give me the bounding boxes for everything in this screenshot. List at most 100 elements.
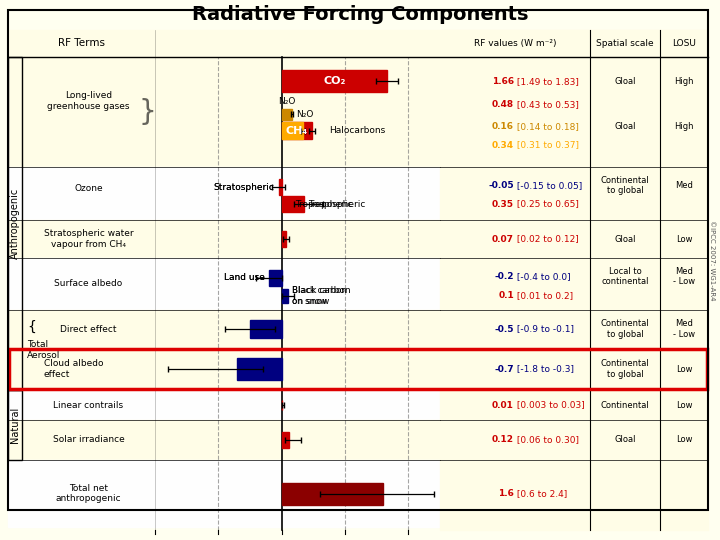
Bar xyxy=(8,220,440,258)
Text: [0.14 to 0.18]: [0.14 to 0.18] xyxy=(514,122,579,131)
Text: -0.2: -0.2 xyxy=(495,272,514,281)
Text: Black carbon
on snow: Black carbon on snow xyxy=(292,286,351,306)
Text: Low: Low xyxy=(676,401,692,409)
Text: Long-lived
greenhouse gases: Long-lived greenhouse gases xyxy=(48,91,130,111)
Bar xyxy=(282,231,286,247)
Bar xyxy=(250,320,282,338)
Text: [0.43 to 0.53]: [0.43 to 0.53] xyxy=(514,100,579,109)
Bar xyxy=(282,70,387,92)
Text: [-1.8 to -0.3]: [-1.8 to -0.3] xyxy=(514,364,574,374)
Text: 0.34: 0.34 xyxy=(492,140,514,150)
Text: Spatial scale: Spatial scale xyxy=(596,39,654,48)
Bar xyxy=(282,122,312,139)
Text: [0.003 to 0.03]: [0.003 to 0.03] xyxy=(514,401,585,409)
Bar xyxy=(8,167,440,220)
Text: Med
- Low: Med - Low xyxy=(673,267,695,286)
Bar xyxy=(8,57,440,167)
Text: 0.16: 0.16 xyxy=(492,122,514,131)
Bar xyxy=(8,30,708,57)
Text: }: } xyxy=(138,98,156,126)
Text: Land use: Land use xyxy=(224,273,265,282)
Text: [0.06 to 0.30]: [0.06 to 0.30] xyxy=(514,435,579,444)
Text: Continental
to global: Continental to global xyxy=(600,176,649,195)
Text: Natural: Natural xyxy=(10,407,20,443)
Text: Low: Low xyxy=(676,364,692,374)
Text: N₂O: N₂O xyxy=(278,97,295,106)
Text: Land use: Land use xyxy=(224,273,265,282)
Text: Total net
anthropogenic: Total net anthropogenic xyxy=(55,484,121,503)
Text: Black carbon
on snow: Black carbon on snow xyxy=(292,286,346,306)
Text: Tropospheric: Tropospheric xyxy=(295,200,353,208)
Text: [-0.15 to 0.05]: [-0.15 to 0.05] xyxy=(514,181,582,190)
Text: Continental
to global: Continental to global xyxy=(600,359,649,379)
Text: Stratospheric: Stratospheric xyxy=(214,183,274,192)
Text: Stratospheric: Stratospheric xyxy=(214,183,274,192)
Text: [0.01 to 0.2]: [0.01 to 0.2] xyxy=(514,291,573,300)
Text: Low: Low xyxy=(676,234,692,244)
Text: -0.7: -0.7 xyxy=(495,364,514,374)
Text: Halocarbons: Halocarbons xyxy=(329,126,385,135)
Bar xyxy=(269,270,282,286)
Bar xyxy=(440,30,708,530)
Text: [0.6 to 2.4]: [0.6 to 2.4] xyxy=(514,489,567,498)
Text: ©IPCC 2007: WG1-AR4: ©IPCC 2007: WG1-AR4 xyxy=(709,220,715,300)
Text: Med: Med xyxy=(675,181,693,190)
Bar xyxy=(282,483,383,504)
Text: Gloal: Gloal xyxy=(614,234,636,244)
Bar xyxy=(282,289,288,303)
Text: [-0.4 to 0.0]: [-0.4 to 0.0] xyxy=(514,272,571,281)
Text: 0.01: 0.01 xyxy=(492,401,514,409)
Text: N₂O: N₂O xyxy=(296,110,313,119)
Text: High: High xyxy=(674,122,694,131)
Text: -0.5: -0.5 xyxy=(495,325,514,334)
Text: Gloal: Gloal xyxy=(614,122,636,131)
Text: Tropospheric: Tropospheric xyxy=(308,200,365,208)
Bar xyxy=(8,310,440,348)
Text: High: High xyxy=(674,77,694,86)
Text: 0.48: 0.48 xyxy=(492,100,514,109)
Bar xyxy=(8,57,22,390)
Text: {: { xyxy=(27,320,37,334)
Bar xyxy=(8,390,22,460)
Text: Gloal: Gloal xyxy=(614,77,636,86)
Text: [0.02 to 0.12]: [0.02 to 0.12] xyxy=(514,234,579,244)
Text: 1.66: 1.66 xyxy=(492,77,514,86)
Text: Direct effect: Direct effect xyxy=(60,325,117,334)
Bar xyxy=(282,196,304,212)
Text: 1.6: 1.6 xyxy=(498,489,514,498)
Text: [-0.9 to -0.1]: [-0.9 to -0.1] xyxy=(514,325,574,334)
Bar xyxy=(8,420,440,460)
Bar xyxy=(238,358,282,380)
Text: Ozone: Ozone xyxy=(74,184,103,193)
Text: [1.49 to 1.83]: [1.49 to 1.83] xyxy=(514,77,579,86)
Text: Continental: Continental xyxy=(600,401,649,409)
Text: Med
- Low: Med - Low xyxy=(673,319,695,339)
Text: RF values (W m⁻²): RF values (W m⁻²) xyxy=(474,39,557,48)
Text: Solar irradiance: Solar irradiance xyxy=(53,435,125,444)
Text: Continental
to global: Continental to global xyxy=(600,319,649,339)
Bar xyxy=(282,109,292,120)
Text: 0.1: 0.1 xyxy=(498,291,514,300)
Text: Low: Low xyxy=(676,435,692,444)
Text: Gloal: Gloal xyxy=(614,435,636,444)
Bar xyxy=(8,460,440,527)
Text: Surface albedo: Surface albedo xyxy=(55,280,122,288)
Text: RF Terms: RF Terms xyxy=(58,38,105,49)
Bar xyxy=(282,122,303,139)
Text: -0.05: -0.05 xyxy=(488,181,514,190)
Text: Local to
continental: Local to continental xyxy=(601,267,649,286)
Text: CO₂: CO₂ xyxy=(323,76,346,86)
Bar xyxy=(282,432,289,448)
Text: 0.12: 0.12 xyxy=(492,435,514,444)
Text: [0.31 to 0.37]: [0.31 to 0.37] xyxy=(514,140,579,150)
Bar xyxy=(8,348,440,390)
Text: Stratospheric water
vapour from CH₄: Stratospheric water vapour from CH₄ xyxy=(44,230,133,249)
Text: Total
Aerosol: Total Aerosol xyxy=(27,340,60,360)
Bar xyxy=(8,390,440,420)
Text: Radiative Forcing Components: Radiative Forcing Components xyxy=(192,5,528,24)
Text: Cloud albedo
effect: Cloud albedo effect xyxy=(44,359,104,379)
Text: 0.07: 0.07 xyxy=(492,234,514,244)
Text: 0.35: 0.35 xyxy=(492,200,514,208)
Bar xyxy=(9,349,707,389)
Text: LOSU: LOSU xyxy=(672,39,696,48)
